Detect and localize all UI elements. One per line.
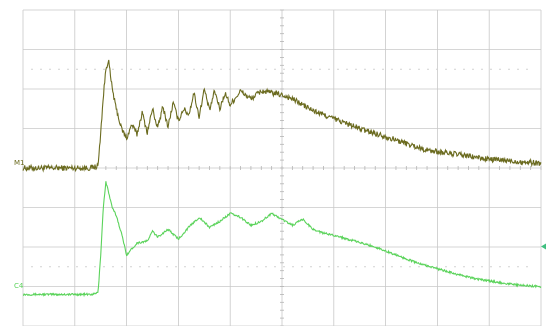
graticule <box>22 9 542 326</box>
traces <box>22 59 542 298</box>
channel-labels: M1 C4 <box>14 159 25 290</box>
trace-m1 <box>22 59 542 173</box>
trace-c4 <box>22 181 542 298</box>
trigger-level-marker[interactable] <box>541 243 546 250</box>
channel-label-c4: C4 <box>14 282 24 290</box>
channel-label-m1: M1 <box>14 159 25 167</box>
